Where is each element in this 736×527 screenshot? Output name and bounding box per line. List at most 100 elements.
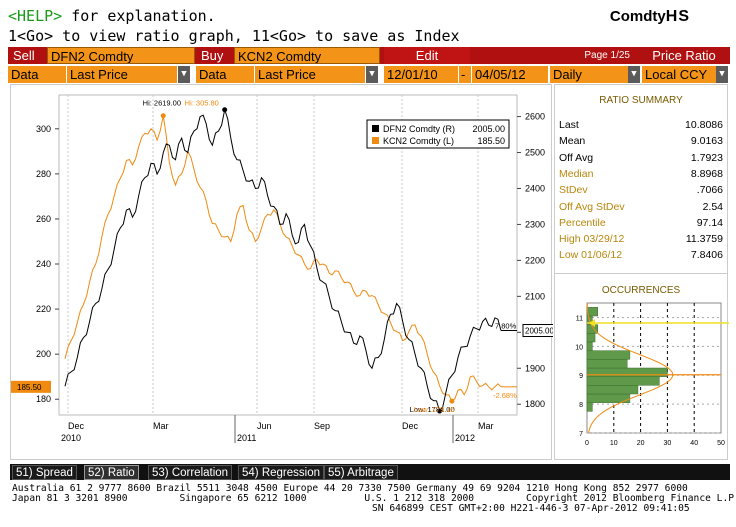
x-tick-label: Sep [314,421,330,431]
stat-row: Percentile 97.14 [559,215,723,231]
data-field-2-select[interactable]: Last Price [255,66,365,83]
legend-series-1-value: 2005.00 [472,124,505,134]
stat-value: .7066 [696,184,723,197]
x-year-label: 2010 [61,433,81,443]
stat-label: High 03/29/12 [559,233,625,246]
stat-label: Median [559,167,594,180]
legend-series-1-name: DFN2 Comdty (R) [383,124,455,134]
chevron-down-icon[interactable]: ▼ [716,66,728,83]
left-tick-label: 200 [36,349,51,359]
price-chart[interactable]: Dec Mar Jun Sep Dec Mar 2010 2011 2012 180 200 220 2… [11,85,556,461]
footer-session: SN 646899 CEST GMT+2:00 H221-446-3 07-Ap… [372,503,690,514]
sell-ticker-field[interactable]: DFN2 Comdty [47,47,195,64]
stat-value: 11.3759 [685,233,723,246]
start-date-input[interactable]: 12/01/10 [384,66,458,83]
data-field-1-select[interactable]: Last Price [67,66,177,83]
hist-y-tick: 11 [576,315,583,322]
right-tick-label: 2200 [525,255,545,265]
stat-row: Median 8.8968 [559,166,723,182]
tab-ratio[interactable]: 52) Ratio [84,465,139,480]
x-tick-label: Dec [68,421,85,431]
x-year-label: 2012 [455,433,475,443]
hist-bar [586,367,668,377]
ratio-chart-panel[interactable]: Dec Mar Jun Sep Dec Mar 2010 2011 2012 180 200 220 2… [10,84,556,461]
last-orange-tag: 185.50 [11,380,51,393]
page-indicator: Page 1/25 [560,47,630,64]
right-tick-label: 2400 [525,183,545,193]
stat-value: 97.14 [696,216,723,229]
help-text: for explanation. [62,7,216,25]
pct-black-label: 7.80% [495,322,517,331]
stat-label: Mean [559,135,586,148]
left-tick-label: 260 [36,214,51,224]
stat-label: Percentile [559,216,606,229]
legend-series-2-value: 185.50 [477,136,505,146]
hist-bar [586,350,631,360]
hist-bar [586,341,593,351]
chevron-down-icon[interactable]: ▼ [628,66,640,83]
tab-arbitrage[interactable]: 55) Arbitrage [324,465,398,480]
occurrences-histogram: 0 10 20 30 40 50 7 8 9 10 11 [575,302,729,447]
stat-label: Low 01/06/12 [559,249,623,262]
stat-label: Off Avg [559,151,594,164]
low-orange-label: Low: 179.15 [414,405,455,414]
left-tick-label: 240 [36,259,51,269]
data-label-2: Data [196,66,254,83]
left-tick-label: 220 [36,304,51,314]
price-ratio-label: Price Ratio [640,47,728,64]
stat-value: 1.7923 [690,151,723,164]
stat-row: Last 10.8086 [559,117,723,133]
buy-ticker-field[interactable]: KCN2 Comdty [234,47,380,64]
stat-row: Mean 9.0163 [559,133,723,149]
help-instruction-line: <HELP> for explanation. [8,7,216,25]
stat-value: 8.8968 [690,167,723,180]
right-tick-label: 2500 [525,148,545,158]
chevron-down-icon[interactable]: ▼ [366,66,378,83]
buy-label: Buy [197,47,233,64]
left-tick-label: 280 [36,169,51,179]
last-orange-tag-text: 185.50 [17,383,42,392]
hist-bar [586,402,593,412]
right-tick-label: 2600 [525,112,545,122]
footer-contacts-1: Australia 61 2 9777 8600 Brazil 5511 304… [12,483,688,494]
help-key[interactable]: <HELP> [8,7,63,25]
end-date-input[interactable]: 04/05/12 [472,66,548,83]
high-orange-marker [160,113,166,119]
tab-correlation[interactable]: 53) Correlation [148,465,233,480]
x-tick-label: Mar [153,421,169,431]
right-tick-label: 1900 [525,363,545,373]
stat-label: StDev [559,184,588,197]
left-tick-label: 300 [36,124,51,134]
hist-bar [586,359,628,369]
series-line-dfn2 [64,107,502,413]
last-black-tag-text: 2005.00 [525,327,553,336]
stat-row: StDev .7066 [559,182,723,198]
pct-orange-label: -2.68% [493,391,517,400]
hist-bar [586,385,639,395]
right-tick-label: 1800 [525,399,545,409]
series-line-kcn2 [64,115,502,402]
right-tick-label: 2300 [525,219,545,229]
stat-row: Off Avg 1.7923 [559,150,723,166]
function-tabs: 51) Spread 52) Ratio 53) Correlation 54) Re… [10,464,730,480]
stat-row: Low 01/06/12 7.8406 [559,247,723,263]
hist-x-tick: 50 [717,440,725,447]
stat-value: 10.8086 [685,119,723,131]
stat-value: 2.54 [702,200,723,213]
hist-y-tick: 10 [575,344,583,351]
currency-select[interactable]: Local CCY [642,66,716,83]
date-separator: - [459,66,471,83]
tab-spread[interactable]: 51) Spread [12,465,77,480]
ratio-summary-panel: RATIO SUMMARY Last 10.8086 Mean 9.0163 Off A… [554,84,729,460]
period-select[interactable]: Daily [550,66,628,83]
hist-bar [586,333,596,343]
edit-button[interactable]: Edit [384,47,470,64]
tab-regression[interactable]: 54) Regression [238,465,324,480]
brand-prefix: Comdty [609,8,666,25]
chart-legend: DFN2 Comdty (R) 2005.00 KCN2 Comdty (L) … [366,119,510,149]
chevron-down-icon[interactable]: ▼ [178,66,190,83]
stat-value: 7.8406 [690,249,723,262]
high-orange-label: Hi: 305.80 [185,99,219,108]
hist-last-marker [589,318,595,327]
stat-row: Off Avg StDev 2.54 [559,199,723,215]
